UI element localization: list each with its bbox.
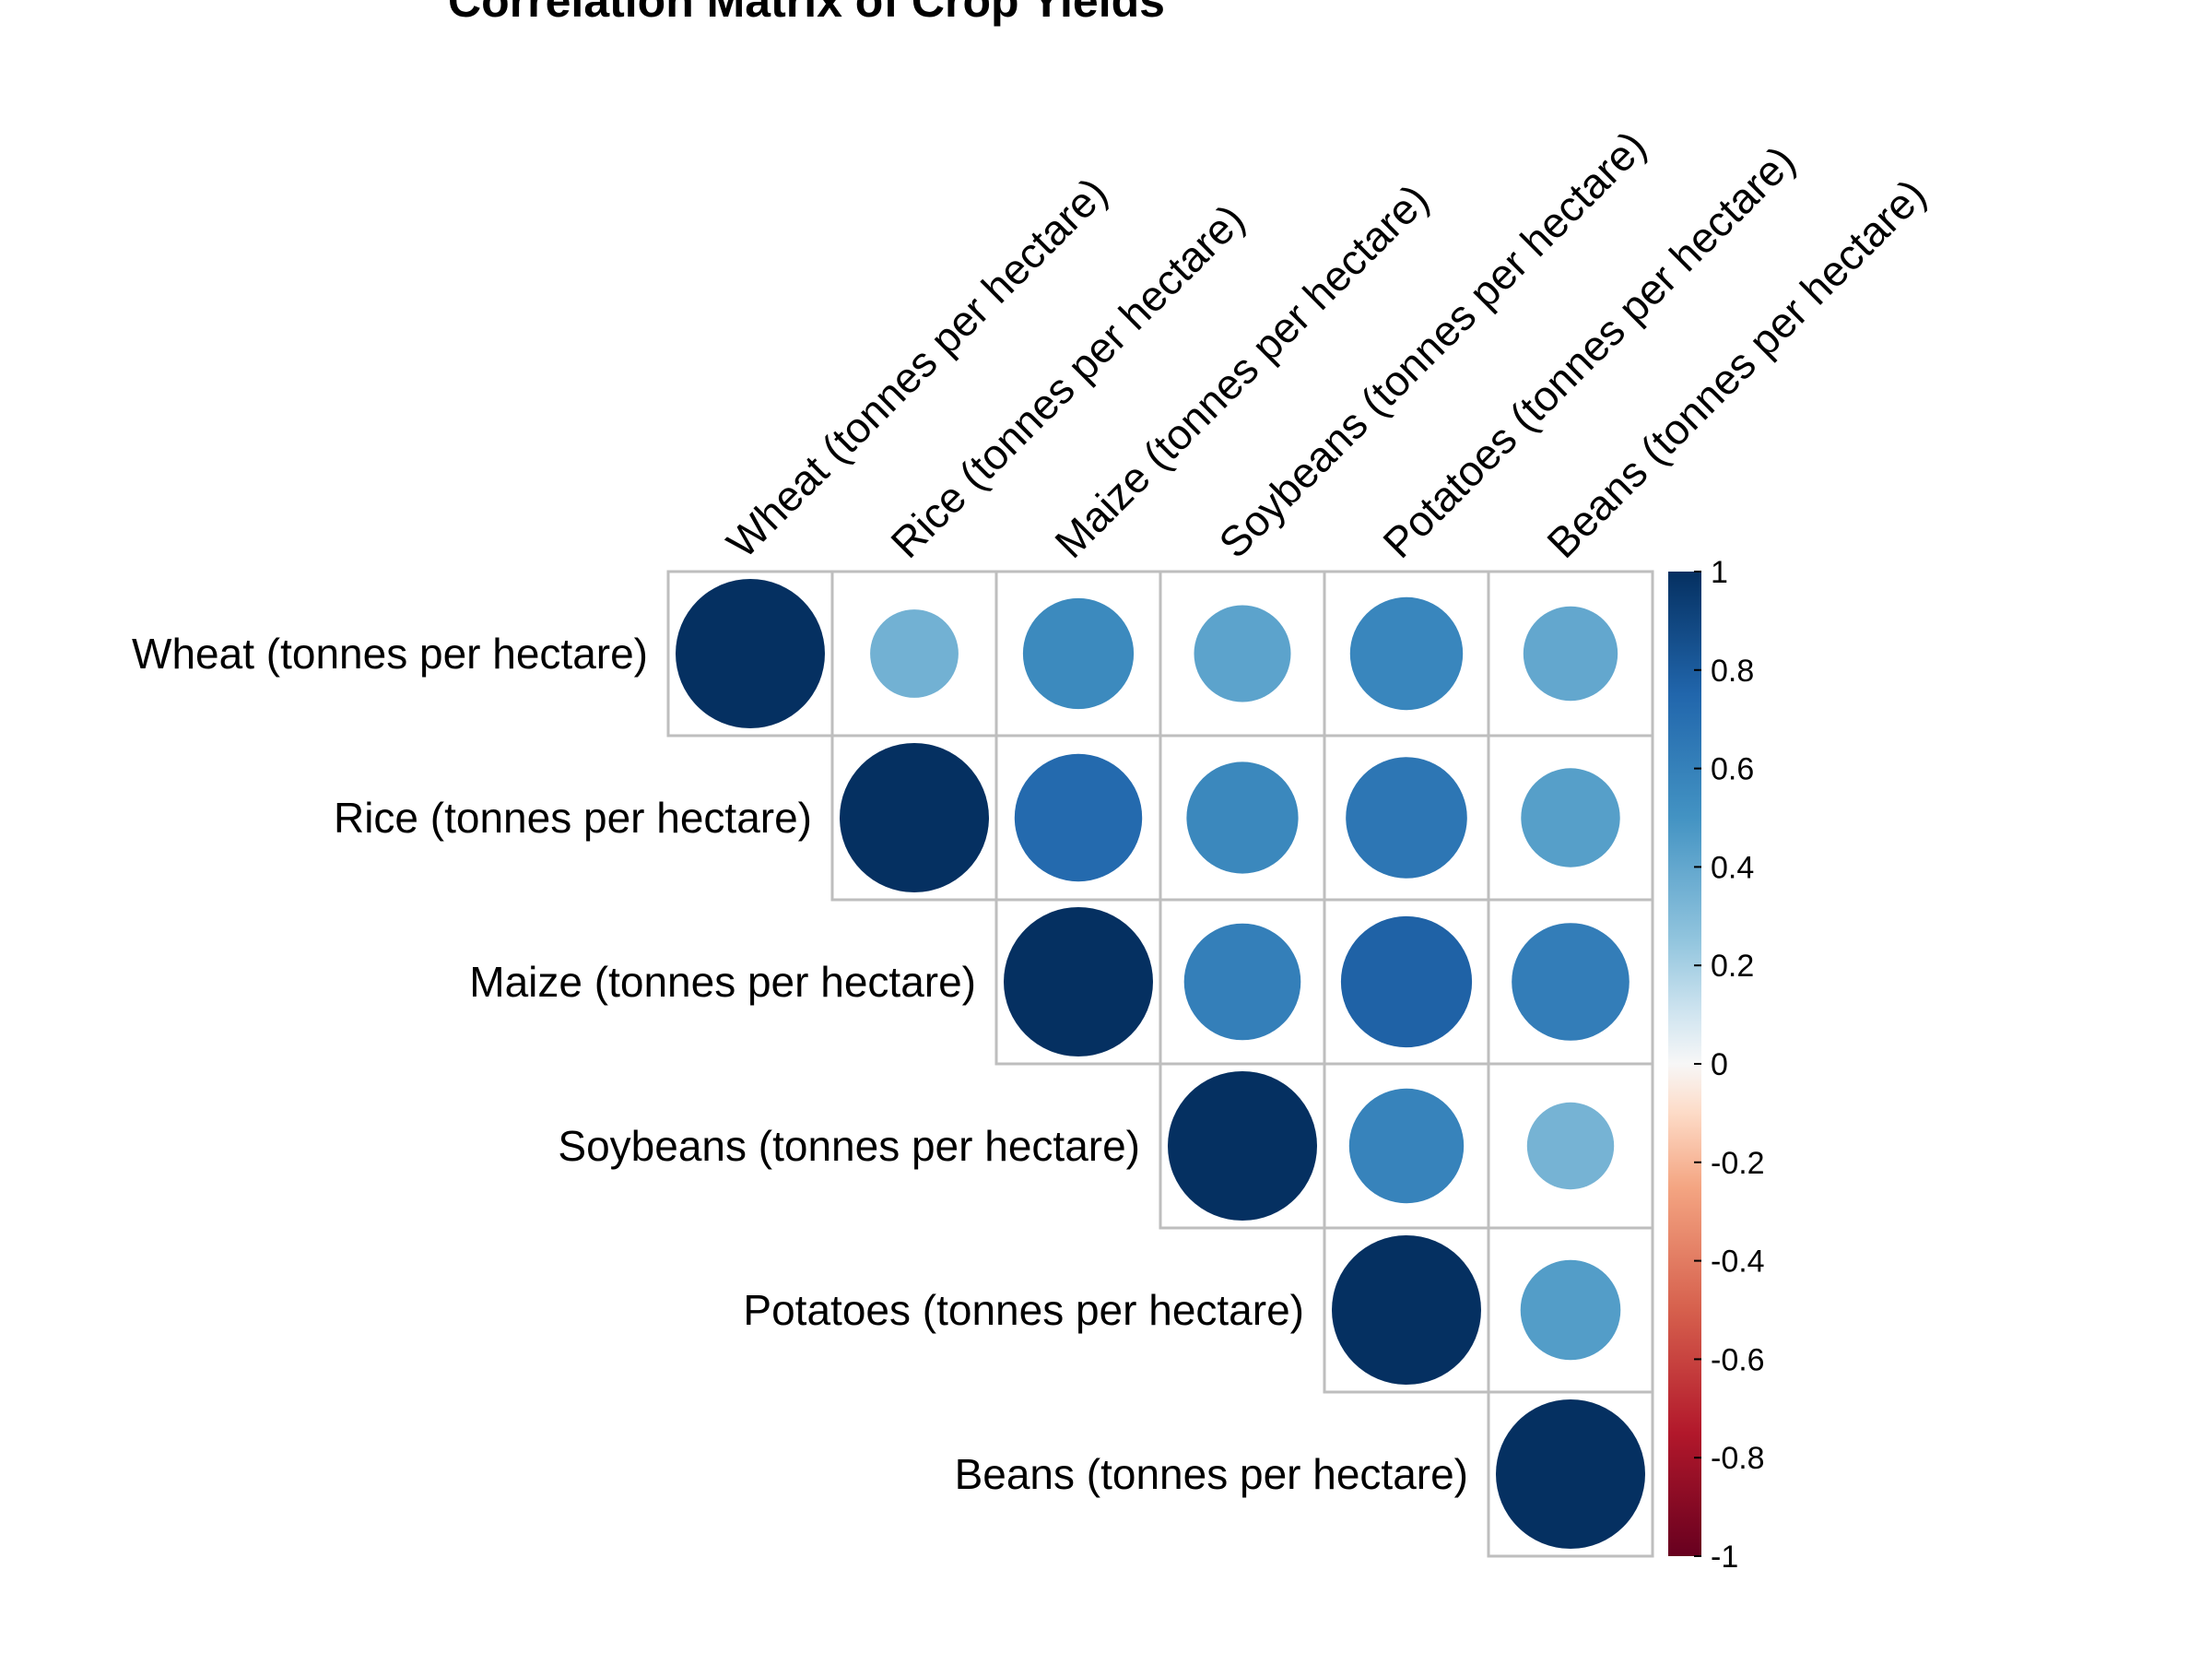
correlation-circle-4-4 [1332, 1235, 1481, 1385]
correlation-circle-4-5 [1520, 1259, 1621, 1361]
correlation-circle-0-3 [1194, 605, 1291, 702]
legend-tick-label-3: 0.4 [1711, 850, 1754, 885]
legend-tick-label-4: 0.2 [1711, 949, 1754, 984]
legend-tick-label-5: 0 [1711, 1047, 1728, 1082]
correlation-circle-1-3 [1186, 761, 1299, 874]
row-label-3: Soybeans (tonnes per hectare) [558, 1122, 1140, 1170]
correlation-circle-3-4 [1348, 1088, 1465, 1204]
correlation-circle-2-2 [1004, 907, 1153, 1056]
correlation-circle-3-3 [1168, 1071, 1317, 1221]
correlation-circle-1-2 [1014, 753, 1143, 882]
legend-tick-label-10: -1 [1711, 1540, 1738, 1575]
row-label-1: Rice (tonnes per hectare) [334, 794, 812, 842]
legend-tick-label-7: -0.4 [1711, 1245, 1765, 1280]
legend-tick-label-8: -0.6 [1711, 1342, 1765, 1377]
chart-title: Correlation Matrix of Crop Yields [448, 0, 1165, 27]
color-legend: 1 0.8 0.6 0.4 0.2 0 -0.2 -0.4 -0.6 -0.8 -1 [1668, 555, 1765, 1575]
row-label-0: Wheat (tonnes per hectare) [132, 630, 648, 678]
correlation-circle-1-1 [840, 743, 989, 892]
correlation-circle-2-4 [1340, 915, 1473, 1048]
legend-tick-label-0: 1 [1711, 555, 1728, 590]
correlation-circle-0-0 [676, 579, 825, 728]
correlation-circle-0-2 [1022, 597, 1135, 710]
matrix-cells [666, 570, 1654, 1558]
correlation-circle-5-5 [1496, 1399, 1645, 1549]
correlation-circle-2-3 [1183, 923, 1301, 1041]
correlation-circle-0-1 [870, 609, 959, 698]
legend-tick-label-1: 0.8 [1711, 654, 1754, 689]
column-labels: Wheat (tonnes per hectare)Rice (tonnes p… [717, 122, 1935, 567]
correlation-circle-3-5 [1526, 1102, 1615, 1190]
legend-tick-label-6: -0.2 [1711, 1146, 1765, 1181]
legend-tick-label-9: -0.8 [1711, 1441, 1765, 1476]
row-labels: Wheat (tonnes per hectare) Rice (tonnes p… [132, 630, 1468, 1498]
legend-tick-label-2: 0.6 [1711, 752, 1754, 787]
correlation-circle-2-5 [1512, 923, 1630, 1041]
row-label-4: Potatoes (tonnes per hectare) [743, 1286, 1304, 1334]
correlation-circle-1-4 [1346, 757, 1467, 879]
correlation-circle-0-4 [1349, 596, 1464, 711]
correlation-circle-0-5 [1523, 606, 1618, 702]
correlation-circle-1-5 [1521, 768, 1620, 867]
row-label-5: Beans (tonnes per hectare) [955, 1450, 1468, 1498]
row-label-2: Maize (tonnes per hectare) [469, 958, 976, 1006]
